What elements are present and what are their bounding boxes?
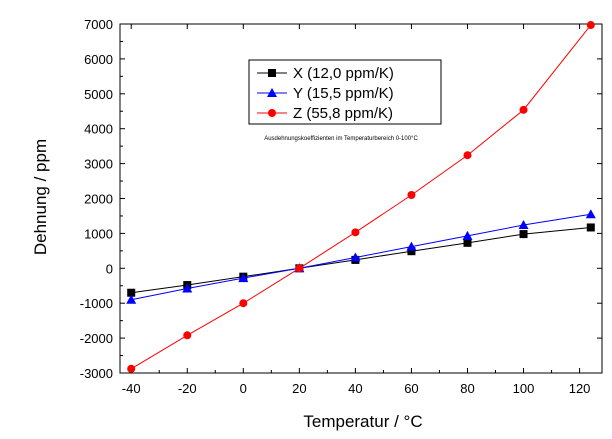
y-tick-label: 7000 <box>84 17 113 32</box>
legend-marker <box>267 88 277 97</box>
y-tick-label: 5000 <box>84 87 113 102</box>
series-y <box>126 209 596 304</box>
data-point <box>586 21 595 30</box>
y-tick-label: 4000 <box>84 122 113 137</box>
data-point <box>239 299 248 308</box>
x-tick-label: 40 <box>348 381 362 396</box>
legend-entry: Z (55,8 ppm/K) <box>293 105 393 122</box>
legend-box <box>248 59 442 125</box>
legend-entry: Y (15,5 ppm/K) <box>293 85 394 102</box>
x-tick-label: -20 <box>178 381 197 396</box>
data-point <box>519 105 528 114</box>
y-tick-label: 1000 <box>84 226 113 241</box>
y-axis-title: Dehnung / ppm <box>31 139 50 255</box>
data-point <box>182 283 193 293</box>
data-point <box>585 209 596 219</box>
data-point <box>463 151 472 160</box>
legend: X (12,0 ppm/K) Y (15,5 ppm/K) Z (55,8 ppm/… <box>248 59 442 125</box>
y-tick-label: 0 <box>106 261 113 276</box>
axes: -40 -20 0 20 40 60 80 100 120 -3000 -2000 -1000 0 100… <box>80 17 603 396</box>
data-point <box>407 247 416 256</box>
x-tick-label: 80 <box>460 381 474 396</box>
data-point <box>586 223 595 232</box>
data-point <box>295 264 304 273</box>
data-point <box>127 364 136 373</box>
x-tick-label: 20 <box>292 381 306 396</box>
x-tick-label: 120 <box>569 381 591 396</box>
data-point <box>406 241 417 251</box>
x-tick-label: 60 <box>404 381 418 396</box>
data-point <box>462 230 473 240</box>
y-tick-label: 2000 <box>84 192 113 207</box>
data-point <box>183 331 192 340</box>
y-tick-label: -1000 <box>80 296 113 311</box>
data-point <box>350 252 361 262</box>
legend-marker <box>268 69 276 77</box>
data-point <box>519 230 528 239</box>
data-point <box>351 228 360 237</box>
data-point <box>463 238 472 247</box>
y-tick-label: -3000 <box>80 366 113 381</box>
legend-entry: X (12,0 ppm/K) <box>293 65 394 82</box>
y-tick-label: 3000 <box>84 157 113 172</box>
data-point <box>518 220 529 230</box>
legend-marker <box>268 109 276 117</box>
data-point <box>238 273 249 283</box>
x-axis-title: Temperatur / °C <box>303 412 422 431</box>
plot-series <box>126 21 596 373</box>
x-tick-label: -40 <box>122 381 141 396</box>
annotation-note: Ausdehnungskoeffizienten im Temperaturbe… <box>264 136 418 142</box>
y-tick-label: 6000 <box>84 52 113 67</box>
y-tick-label: -2000 <box>80 331 113 346</box>
series-x <box>127 223 595 297</box>
series-z <box>127 21 595 373</box>
data-point <box>127 288 136 297</box>
data-point <box>126 294 137 304</box>
x-tick-label: 100 <box>513 381 535 396</box>
data-point <box>407 191 416 200</box>
x-tick-label: 0 <box>240 381 247 396</box>
